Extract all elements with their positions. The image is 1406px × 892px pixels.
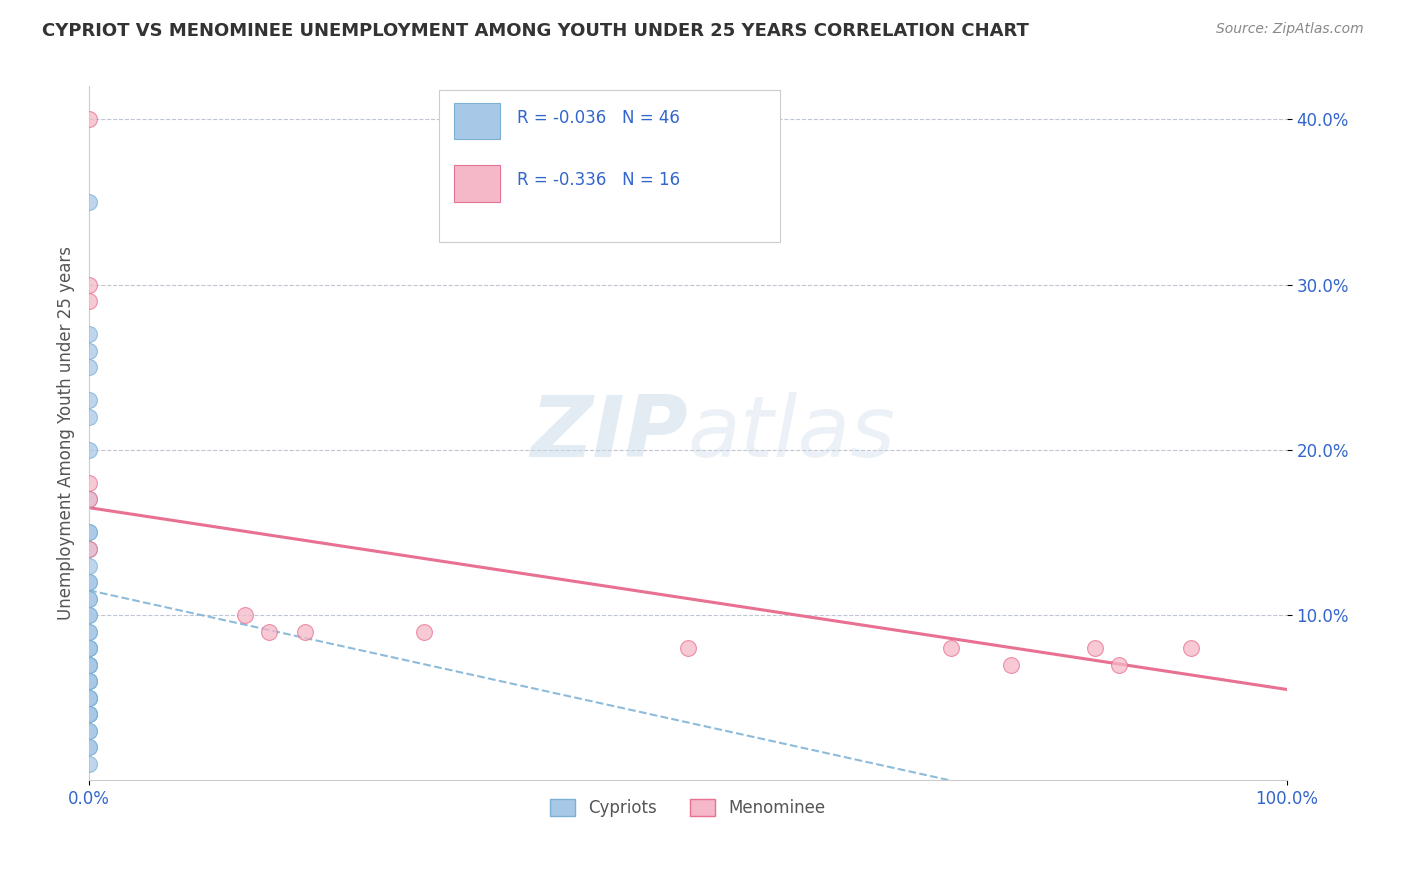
Text: R = -0.036   N = 46: R = -0.036 N = 46 (516, 109, 679, 127)
Point (77, 608, 100, 623)
Point (77, 327, 100, 342)
Point (77, 409, 100, 424)
Point (77, 112, 100, 127)
Point (77, 657, 100, 672)
Point (77, 707, 100, 722)
Point (77, 756, 100, 771)
Point (77, 393, 100, 408)
Point (77, 674, 100, 689)
Point (77, 558, 100, 573)
Text: ZIP: ZIP (530, 392, 688, 475)
Point (1180, 641, 1202, 656)
Text: Source: ZipAtlas.com: Source: ZipAtlas.com (1216, 22, 1364, 37)
Point (77, 690, 100, 705)
Point (77, 641, 100, 656)
Point (77, 591, 100, 606)
Point (77, 442, 100, 457)
Text: atlas: atlas (688, 392, 896, 475)
Point (77, 541, 100, 556)
Point (1000, 657, 1022, 672)
Text: R = -0.336   N = 16: R = -0.336 N = 16 (516, 171, 679, 189)
Point (77, 641, 100, 656)
Point (941, 641, 963, 656)
FancyBboxPatch shape (454, 103, 499, 139)
Point (77, 674, 100, 689)
Point (1084, 641, 1107, 656)
Point (77, 492, 100, 507)
Point (77, 657, 100, 672)
Point (77, 525, 100, 540)
Point (77, 525, 100, 540)
Y-axis label: Unemployment Among Youth under 25 years: Unemployment Among Youth under 25 years (58, 246, 75, 620)
Point (77, 492, 100, 507)
Point (77, 608, 100, 623)
Point (77, 690, 100, 705)
Point (294, 624, 316, 639)
Point (233, 608, 256, 623)
Point (676, 641, 699, 656)
Legend: Cypriots, Menominee: Cypriots, Menominee (543, 792, 832, 824)
Point (77, 707, 100, 722)
Point (77, 575, 100, 590)
Point (1108, 657, 1130, 672)
Point (77, 277, 100, 292)
Point (77, 707, 100, 722)
Text: CYPRIOT VS MENOMINEE UNEMPLOYMENT AMONG YOUTH UNDER 25 YEARS CORRELATION CHART: CYPRIOT VS MENOMINEE UNEMPLOYMENT AMONG … (42, 22, 1029, 40)
Point (77, 343, 100, 358)
Point (77, 641, 100, 656)
Point (77, 657, 100, 672)
Point (77, 657, 100, 672)
Point (413, 624, 436, 639)
Point (77, 674, 100, 689)
Point (77, 294, 100, 309)
FancyBboxPatch shape (454, 166, 499, 202)
Point (77, 740, 100, 755)
Point (77, 624, 100, 639)
Point (77, 723, 100, 738)
Point (77, 624, 100, 639)
Point (77, 475, 100, 490)
FancyBboxPatch shape (439, 90, 780, 243)
Point (77, 707, 100, 722)
Point (77, 360, 100, 375)
Point (77, 690, 100, 705)
Point (77, 641, 100, 656)
Point (77, 194, 100, 209)
Point (77, 740, 100, 755)
Point (77, 690, 100, 705)
Point (77, 674, 100, 689)
Point (77, 541, 100, 556)
Point (77, 575, 100, 590)
Point (77, 657, 100, 672)
Point (77, 723, 100, 738)
Point (257, 624, 280, 639)
Point (77, 591, 100, 606)
